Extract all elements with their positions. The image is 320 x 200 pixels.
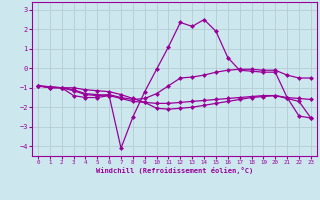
X-axis label: Windchill (Refroidissement éolien,°C): Windchill (Refroidissement éolien,°C) (96, 167, 253, 174)
